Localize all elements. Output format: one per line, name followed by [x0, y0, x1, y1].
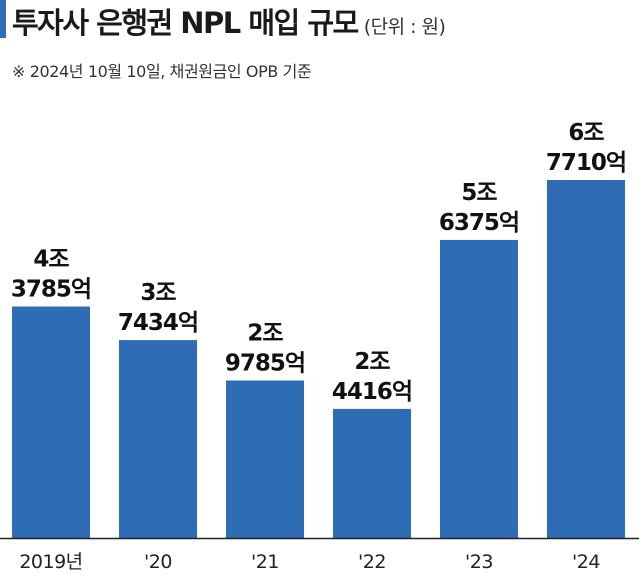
x-tick-label: '21: [251, 551, 279, 573]
bar-5: [547, 180, 625, 538]
bar-value-label: 4조: [33, 246, 69, 272]
x-tick-label: '20: [144, 551, 172, 573]
bar-value-label: 2조: [354, 349, 390, 375]
bar-value-label: 9785억: [225, 351, 305, 377]
bar-value-label: 6조: [568, 120, 604, 146]
bar-3: [333, 408, 411, 538]
bar-value-label: 4416억: [332, 379, 412, 405]
x-tick-label: '22: [358, 551, 386, 573]
bar-2: [226, 380, 304, 538]
bar-4: [440, 239, 518, 538]
bar-value-label: 3785억: [11, 276, 91, 302]
bar-value-label: 5조: [461, 180, 497, 206]
bar-value-label: 7710억: [546, 150, 626, 176]
bar-0: [12, 306, 90, 538]
x-tick-label: '23: [465, 551, 493, 573]
title-accent-bar: [0, 0, 6, 38]
bar-value-label: 2조: [247, 321, 283, 347]
bar-value-label: 7434억: [118, 310, 198, 336]
chart-note: ※ 2024년 10월 10일, 채권원금인 OPB 기준: [12, 62, 312, 81]
bar-1: [119, 340, 197, 538]
x-tick-label: '24: [572, 551, 600, 573]
unit-label: (단위 : 원): [363, 16, 446, 38]
title-row: 투자사 은행권 NPL 매입 규모 (단위 : 원): [12, 0, 446, 42]
bar-value-label: 3조: [140, 280, 176, 306]
bar-value-label: 6375억: [439, 210, 519, 236]
chart-title: 투자사 은행권 NPL 매입 규모: [12, 6, 359, 40]
x-tick-label: 2019년: [19, 551, 82, 573]
